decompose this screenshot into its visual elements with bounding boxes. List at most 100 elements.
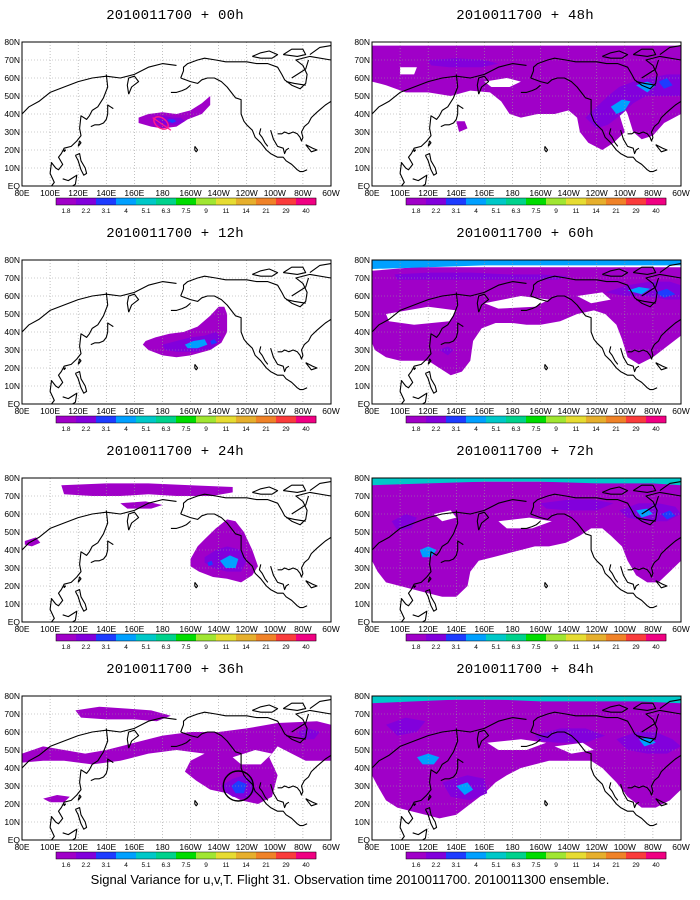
lon-tick-label: 160W: [529, 624, 551, 634]
panel-title: 2010011700 + 24h: [106, 444, 244, 460]
graticule: [372, 42, 681, 186]
colorbar-label: 3.1: [101, 426, 110, 433]
lon-tick-label: 160W: [529, 842, 551, 852]
colorbar-label: 29: [632, 862, 640, 869]
lon-tick-label: 140E: [96, 406, 116, 416]
coastline: [74, 807, 88, 830]
coastline: [305, 798, 318, 807]
panel-24h: 2010011700 + 24h 80N 70N 60N 50N 40N 30N 20N 10…: [0, 436, 350, 654]
colorbar-label: 40: [302, 208, 310, 215]
lat-tick-label: EQ: [8, 399, 21, 409]
colorbar-label: 21: [262, 644, 270, 651]
lon-tick-label: 100E: [390, 406, 410, 416]
lat-tick-label: EQ: [358, 835, 371, 845]
variance-contour: [655, 288, 676, 298]
lon-tick-label: 60W: [672, 188, 689, 198]
lon-tick-label: 140E: [96, 188, 116, 198]
lat-tick-label: 50N: [354, 527, 370, 537]
colorbar-swatch: [406, 634, 427, 641]
panel-title: 2010011700 + 60h: [456, 226, 594, 242]
coastlines: [21, 45, 332, 187]
variance-contour: [456, 782, 474, 795]
coastline: [627, 754, 682, 796]
lon-tick-label: 80E: [364, 842, 379, 852]
colorbar-swatch: [116, 198, 137, 205]
lon-tick-label: 180: [155, 188, 169, 198]
panel-60h: 2010011700 + 60h 80N 70N 60N 50N 40N 30N 20N 10…: [350, 218, 700, 436]
variance-gap: [487, 739, 547, 750]
coastline: [180, 491, 332, 526]
coastline: [49, 728, 109, 841]
colorbar-label: 1.8: [411, 426, 420, 433]
colorbar-swatch: [256, 634, 277, 641]
colorbar-swatch: [196, 852, 217, 859]
coastline: [655, 798, 668, 807]
variance-field: [24, 483, 258, 583]
colorbar-swatch: [606, 852, 627, 859]
colorbar-swatch: [216, 416, 237, 423]
variance-gap: [484, 78, 521, 87]
lat-tick-label: 70N: [354, 709, 370, 719]
colorbar-label: 11: [223, 644, 230, 651]
colorbar-border: [55, 197, 317, 206]
coastline: [530, 77, 658, 173]
colorbar-label: 21: [612, 862, 620, 869]
variance-contour: [610, 99, 631, 114]
colorbar-label: 2.2: [431, 644, 440, 651]
coastlines: [371, 481, 682, 623]
lat-tick-label: 70N: [354, 491, 370, 501]
lat-tick-label: 30N: [4, 563, 20, 573]
colorbar: 1.6 2.2 3.1 4 5.1 6.3 7.5 9 11 14 21 29 40: [55, 851, 317, 869]
colorbar-swatch: [136, 634, 157, 641]
colorbar-label: 6.3: [161, 208, 170, 215]
colorbar-label: 4: [124, 862, 128, 869]
colorbar-label: 14: [242, 644, 250, 651]
coastline: [424, 807, 438, 830]
colorbar-swatch: [546, 198, 567, 205]
colorbar-border: [405, 197, 667, 206]
colorbar-label: 21: [262, 426, 270, 433]
colorbar-swatch: [606, 198, 627, 205]
map-border: [371, 259, 682, 405]
lon-tick-label: 180: [155, 624, 169, 634]
colorbar-label: 2.2: [431, 426, 440, 433]
lat-tick-label: EQ: [358, 617, 371, 627]
coastline: [194, 582, 199, 589]
lon-tick-label: 160E: [474, 842, 494, 852]
coastline: [258, 128, 269, 147]
colorbar-label: 9: [554, 426, 558, 433]
variance-field: [372, 696, 681, 819]
lat-tick-label: 50N: [354, 309, 370, 319]
colorbar-label: 11: [573, 644, 580, 651]
coastline: [427, 794, 432, 801]
lon-tick-label: 80E: [14, 842, 29, 852]
colorbar-label: 1.6: [61, 862, 70, 869]
colorbar-swatch: [526, 416, 547, 423]
coastlines: [21, 699, 332, 841]
colorbar-swatch: [276, 852, 297, 859]
variance-contour: [372, 696, 681, 704]
coastline: [424, 371, 438, 394]
colorbar-swatch: [546, 416, 567, 423]
lat-tick-label: 60N: [4, 509, 20, 519]
lon-tick-label: 80W: [294, 842, 311, 852]
colorbar-border: [55, 851, 317, 860]
colorbar-swatch: [646, 852, 667, 859]
variance-contour: [220, 555, 239, 568]
colorbar-label: 14: [242, 426, 250, 433]
colorbar-swatch: [136, 852, 157, 859]
lon-tick-label: 120E: [68, 624, 88, 634]
lat-tick-label: 20N: [354, 581, 370, 591]
coastline: [74, 153, 88, 176]
coastline: [641, 59, 660, 79]
colorbar-swatch: [446, 416, 467, 423]
panel-title: 2010011700 + 00h: [106, 8, 244, 24]
lon-tick-label: 160E: [474, 406, 494, 416]
coastline: [620, 130, 640, 155]
lon-tick-label: 120E: [418, 624, 438, 634]
lon-tick-label: 120E: [418, 842, 438, 852]
coastline: [627, 536, 682, 578]
